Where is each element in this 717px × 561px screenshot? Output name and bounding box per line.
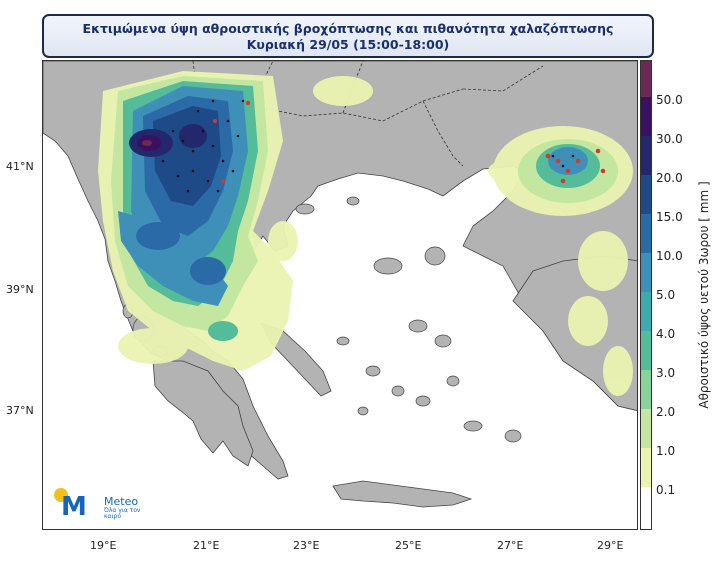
colorbar-segment xyxy=(641,331,651,370)
longitude-label-19: 19°E xyxy=(90,539,117,552)
precip-50mm xyxy=(142,140,152,146)
colorbar-tick: 15.0 xyxy=(656,210,683,224)
title-line-2: Κυριακή 29/05 (15:00-18:00) xyxy=(246,37,450,52)
colorbar-segment xyxy=(641,61,651,97)
latitude-label-37: 37°N xyxy=(6,404,34,417)
colorbar-label: Αθροιστικό ύψος υετού 3ωρου [ mm ] xyxy=(697,181,711,409)
longitude-label-21: 21°E xyxy=(193,539,220,552)
land-crete xyxy=(332,480,473,508)
logo-name: Meteo xyxy=(104,495,139,508)
colorbar-segment xyxy=(641,370,651,409)
latitude-label-39: 39°N xyxy=(6,283,34,296)
colorbar-segment xyxy=(641,175,651,214)
colorbar-segment xyxy=(641,214,651,253)
land-peloponnese xyxy=(152,360,254,467)
map-panel[interactable] xyxy=(42,60,638,530)
colorbar-tick: 2.0 xyxy=(656,405,676,419)
colorbar-segment xyxy=(641,136,651,175)
colorbar-tick: 50.0 xyxy=(656,93,683,107)
longitude-label-25: 25°E xyxy=(395,539,422,552)
longitude-label-29: 29°E xyxy=(597,539,624,552)
m-logo-icon: M xyxy=(61,492,87,522)
meteo-logo: M Meteo Όλα για τον καιρό xyxy=(54,488,164,522)
title-line-1: Εκτιμώμενα ύψη αθροιστικής βροχόπτωσης κ… xyxy=(82,21,614,36)
colorbar-segment xyxy=(641,292,651,331)
longitude-label-23: 23°E xyxy=(293,539,320,552)
colorbar-tick: 5.0 xyxy=(656,288,676,302)
land-euboea xyxy=(260,322,332,397)
colorbar-tick: 4.0 xyxy=(656,327,676,341)
sun-icon xyxy=(54,488,68,502)
colorbar-segment xyxy=(641,97,651,136)
colorbar-segment xyxy=(641,253,651,292)
colorbar-segment xyxy=(641,409,651,448)
colorbar-tick: 3.0 xyxy=(656,366,676,380)
hail-high-marks xyxy=(213,100,606,184)
colorbar-tick: 20.0 xyxy=(656,171,683,185)
colorbar-segment xyxy=(641,448,651,487)
map-title-box: Εκτιμώμενα ύψη αθροιστικής βροχόπτωσης κ… xyxy=(42,14,654,58)
colorbar-tick: 0.1 xyxy=(656,483,676,497)
colorbar-segment xyxy=(641,487,651,526)
longitude-label-27: 27°E xyxy=(497,539,524,552)
colorbar-tick: 30.0 xyxy=(656,132,683,146)
colorbar-tick: 1.0 xyxy=(656,444,676,458)
logo-slogan: Όλα για τον καιρό xyxy=(104,507,141,520)
colorbar-tick: 10.0 xyxy=(656,249,683,263)
hail-probability-dots xyxy=(161,99,575,193)
precipitation-map xyxy=(43,61,637,529)
latitude-label-41: 41°N xyxy=(6,160,34,173)
colorbar xyxy=(640,60,652,530)
